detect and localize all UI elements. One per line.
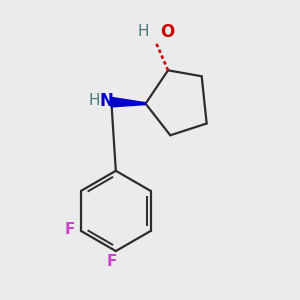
Polygon shape xyxy=(111,98,146,107)
Text: H: H xyxy=(88,93,100,108)
Text: H: H xyxy=(138,24,149,39)
Text: F: F xyxy=(107,254,117,269)
Text: O: O xyxy=(160,22,174,40)
Text: F: F xyxy=(64,222,75,237)
Text: N: N xyxy=(100,92,114,110)
